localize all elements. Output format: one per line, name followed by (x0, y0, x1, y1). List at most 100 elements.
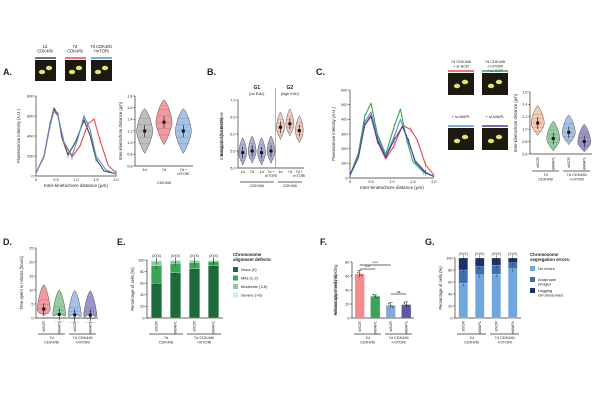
panel-e-group-label-line: +mTORi (197, 339, 212, 344)
panel-b-xtick-label: 7d (288, 170, 292, 174)
panel-f-xtick-label: siWAPL (404, 321, 408, 334)
panel-g-group-label-line: +mTORi (497, 339, 512, 344)
panel-f-ytick-label-line: 60 (345, 274, 349, 278)
panel-c-violin-ylabel-line: Inter-kinetochore distance (μm) (513, 93, 518, 152)
panel-c-violin-median-marker (582, 140, 586, 144)
panel-c-line-ytick-label-line: 200 (341, 147, 347, 151)
panel-c-micrograph-label: + si-WAPL (452, 114, 472, 119)
panel-c-line-xlabel-line: Inter-kinetochore distance (μm) (360, 185, 424, 190)
panel-c-line-ytick-label-line: 100 (341, 162, 347, 166)
panel-f-ytick-label-line: 80 (345, 260, 349, 264)
panel-a-line-xtick-label-line: 2.0 (113, 178, 118, 182)
panel-c-line-xtick-label-line: 0 (349, 180, 351, 184)
panel-e-ytick-label-line: 100 (138, 258, 144, 262)
panel-g-ytick-label: 80 (448, 268, 452, 272)
panel-e-ytick-label: 100 (138, 258, 144, 262)
panel-a-violin-ytick-label-line: 1.4 (127, 118, 132, 122)
panel-g-ytick-label: 0 (450, 316, 452, 320)
panel-g-ytick-label-line: 100 (446, 256, 452, 260)
panel-g-legend-swatch (530, 277, 535, 282)
panel-e-legend-swatch (233, 275, 238, 281)
panel-c-violin-xtick-label-line: siSCR (536, 157, 540, 168)
panel-f-sig-label-line: ns (397, 290, 401, 294)
panel-b-group-footer: CDK4/6i (250, 184, 264, 188)
panel-c-violin-xtick-label: siSCR (567, 157, 571, 168)
panel-g-ytick-label-line: 20 (448, 304, 452, 308)
panel-f-datapoint (376, 297, 378, 299)
panel-b-group-subtitle: (no EdU) (249, 92, 265, 96)
panel-f-datapoint (392, 306, 394, 308)
panel-b-ytick-label: 6.0 (230, 132, 235, 136)
panel-c-line-series-3 (349, 115, 435, 178)
panel-b-group-footer-line: CDK4/6i (250, 184, 264, 188)
panel-e-xtick-label: siSCR (155, 321, 159, 332)
panel-c-line-xtick-label: 0.5 (368, 180, 373, 184)
panel-a-line-ytick-label: 400 (27, 134, 33, 138)
panel-e-xtick-label: siWAPL (174, 321, 178, 334)
panel-b-xtick-label-line: 7d (250, 170, 254, 174)
panel-c-violin-group-label-line: CDK4/6i (538, 176, 553, 181)
panel-c-violin-ytick-label: 1.2 (522, 115, 527, 119)
panel-d-xtick-label: siSCR (73, 321, 77, 332)
panel-d-violin-0 (37, 284, 51, 317)
panel-d-ytick-label-line: 5 (31, 302, 33, 306)
panel-d-ytick-label-line: 0 (31, 316, 33, 320)
panel-d-group-label: 7d CDK4/6i+mTORi (73, 335, 93, 344)
panel-e-count-line: (XXX) (171, 254, 180, 258)
panel-e-xtick-label-line: siWAPL (174, 321, 178, 334)
panel-b-xtick-label: 7d +mTORi (293, 170, 305, 178)
kinetochore-spot (461, 79, 469, 85)
panel-d-xtick-label: siWAPL (57, 321, 61, 334)
panel-c-violin-xtick-label: siWAPL (582, 157, 586, 170)
panel-f-group-label-line: 7d CDK4/6i (389, 335, 409, 340)
panel-f-datapoint (390, 304, 392, 307)
panel-c-violin-ytick-label: 0.8 (522, 140, 527, 144)
panel-a-violin-ylabel-line: Inter-kinetochore distance (μm) (118, 101, 123, 160)
panel-b-ytick-label: 5.0 (230, 166, 235, 170)
panel-a-line-xtick-label-line: 0 (35, 178, 37, 182)
panel-g-count: (XXX) (508, 252, 517, 256)
panel-g-legend-label-line: bridges (538, 281, 551, 286)
panel-b-ytick-label-line: 6.0 (230, 132, 235, 136)
panel-g-legend-title-line: segregation errors: (530, 257, 571, 262)
panel-b-xtick-label-line: 7d (288, 170, 292, 174)
panel-e-group-label-line: CDK4/6i (159, 339, 174, 344)
panel-c-line-ytick-label-line: 500 (341, 103, 347, 107)
panel-f-label: F. (320, 237, 327, 247)
panel-g-count: (XXX) (475, 252, 484, 256)
panel-b-group-title-line: G2 (287, 85, 294, 91)
panel-f-group-label-line: +mTORi (391, 339, 406, 344)
panel-c-violin-group-label-line: 7d (543, 172, 547, 177)
panel-e-legend-title-line: Chromosome (233, 252, 262, 257)
panel-e-xtick-label-line: siSCR (193, 321, 197, 332)
panel-c-micrograph-label-line: + si-WAPL (452, 114, 472, 119)
panel-e-count: (XXX) (190, 254, 199, 258)
panel-a-micrograph-label-line: 7d CDK4/6i (90, 44, 111, 49)
panel-c-line-xtick-label: 2.0 (431, 180, 436, 184)
panel-c-line-ytick-label-line: 600 (341, 88, 347, 92)
panel-c-line-xtick-label-line: 2.0 (431, 180, 436, 184)
panel-d-group-label-line: +mTORi (75, 339, 90, 344)
panel-c-violin-ytick-label-line: 1.4 (522, 103, 527, 107)
panel-a-line-xtick-label: 1.0 (73, 178, 78, 182)
panel-e-bar-segment (151, 283, 162, 319)
panel-a-micrograph-label-line: 1d (43, 44, 48, 49)
panel-e-legend-label-line: Mild (1-2) (241, 276, 259, 281)
panel-f-ytick-label: 0 (347, 316, 349, 320)
panel-c-label: C. (316, 67, 325, 77)
panel-e-ytick-label: 80 (140, 270, 144, 274)
panel-a-micrograph-label-line: CDK4/6i (37, 49, 53, 54)
panel-a-violin-ytick-label: 1.2 (127, 129, 132, 133)
panel-c-violin-median-marker (536, 121, 540, 125)
panel-g-legend-label-line: No errors (538, 266, 555, 271)
panel-d-median-marker (88, 313, 92, 317)
panel-d-group-label-line: CDK4/6i (44, 339, 59, 344)
panel-c-micrograph-label-line: 7d CDK4/6i (485, 59, 506, 64)
panel-c-violin-ytick-label-line: 1.2 (522, 115, 527, 119)
panel-b-ytick-label-line: 5.0 (230, 166, 235, 170)
panel-f-group-label-line: CDK4/6i (360, 339, 375, 344)
panel-e-count-line: (XXX) (152, 254, 161, 258)
panel-b-xtick-label-line: 7d + (296, 170, 304, 174)
panel-c-micrograph-label-line: + si-SCR (453, 63, 469, 68)
panel-e-count: (XXX) (209, 254, 218, 258)
